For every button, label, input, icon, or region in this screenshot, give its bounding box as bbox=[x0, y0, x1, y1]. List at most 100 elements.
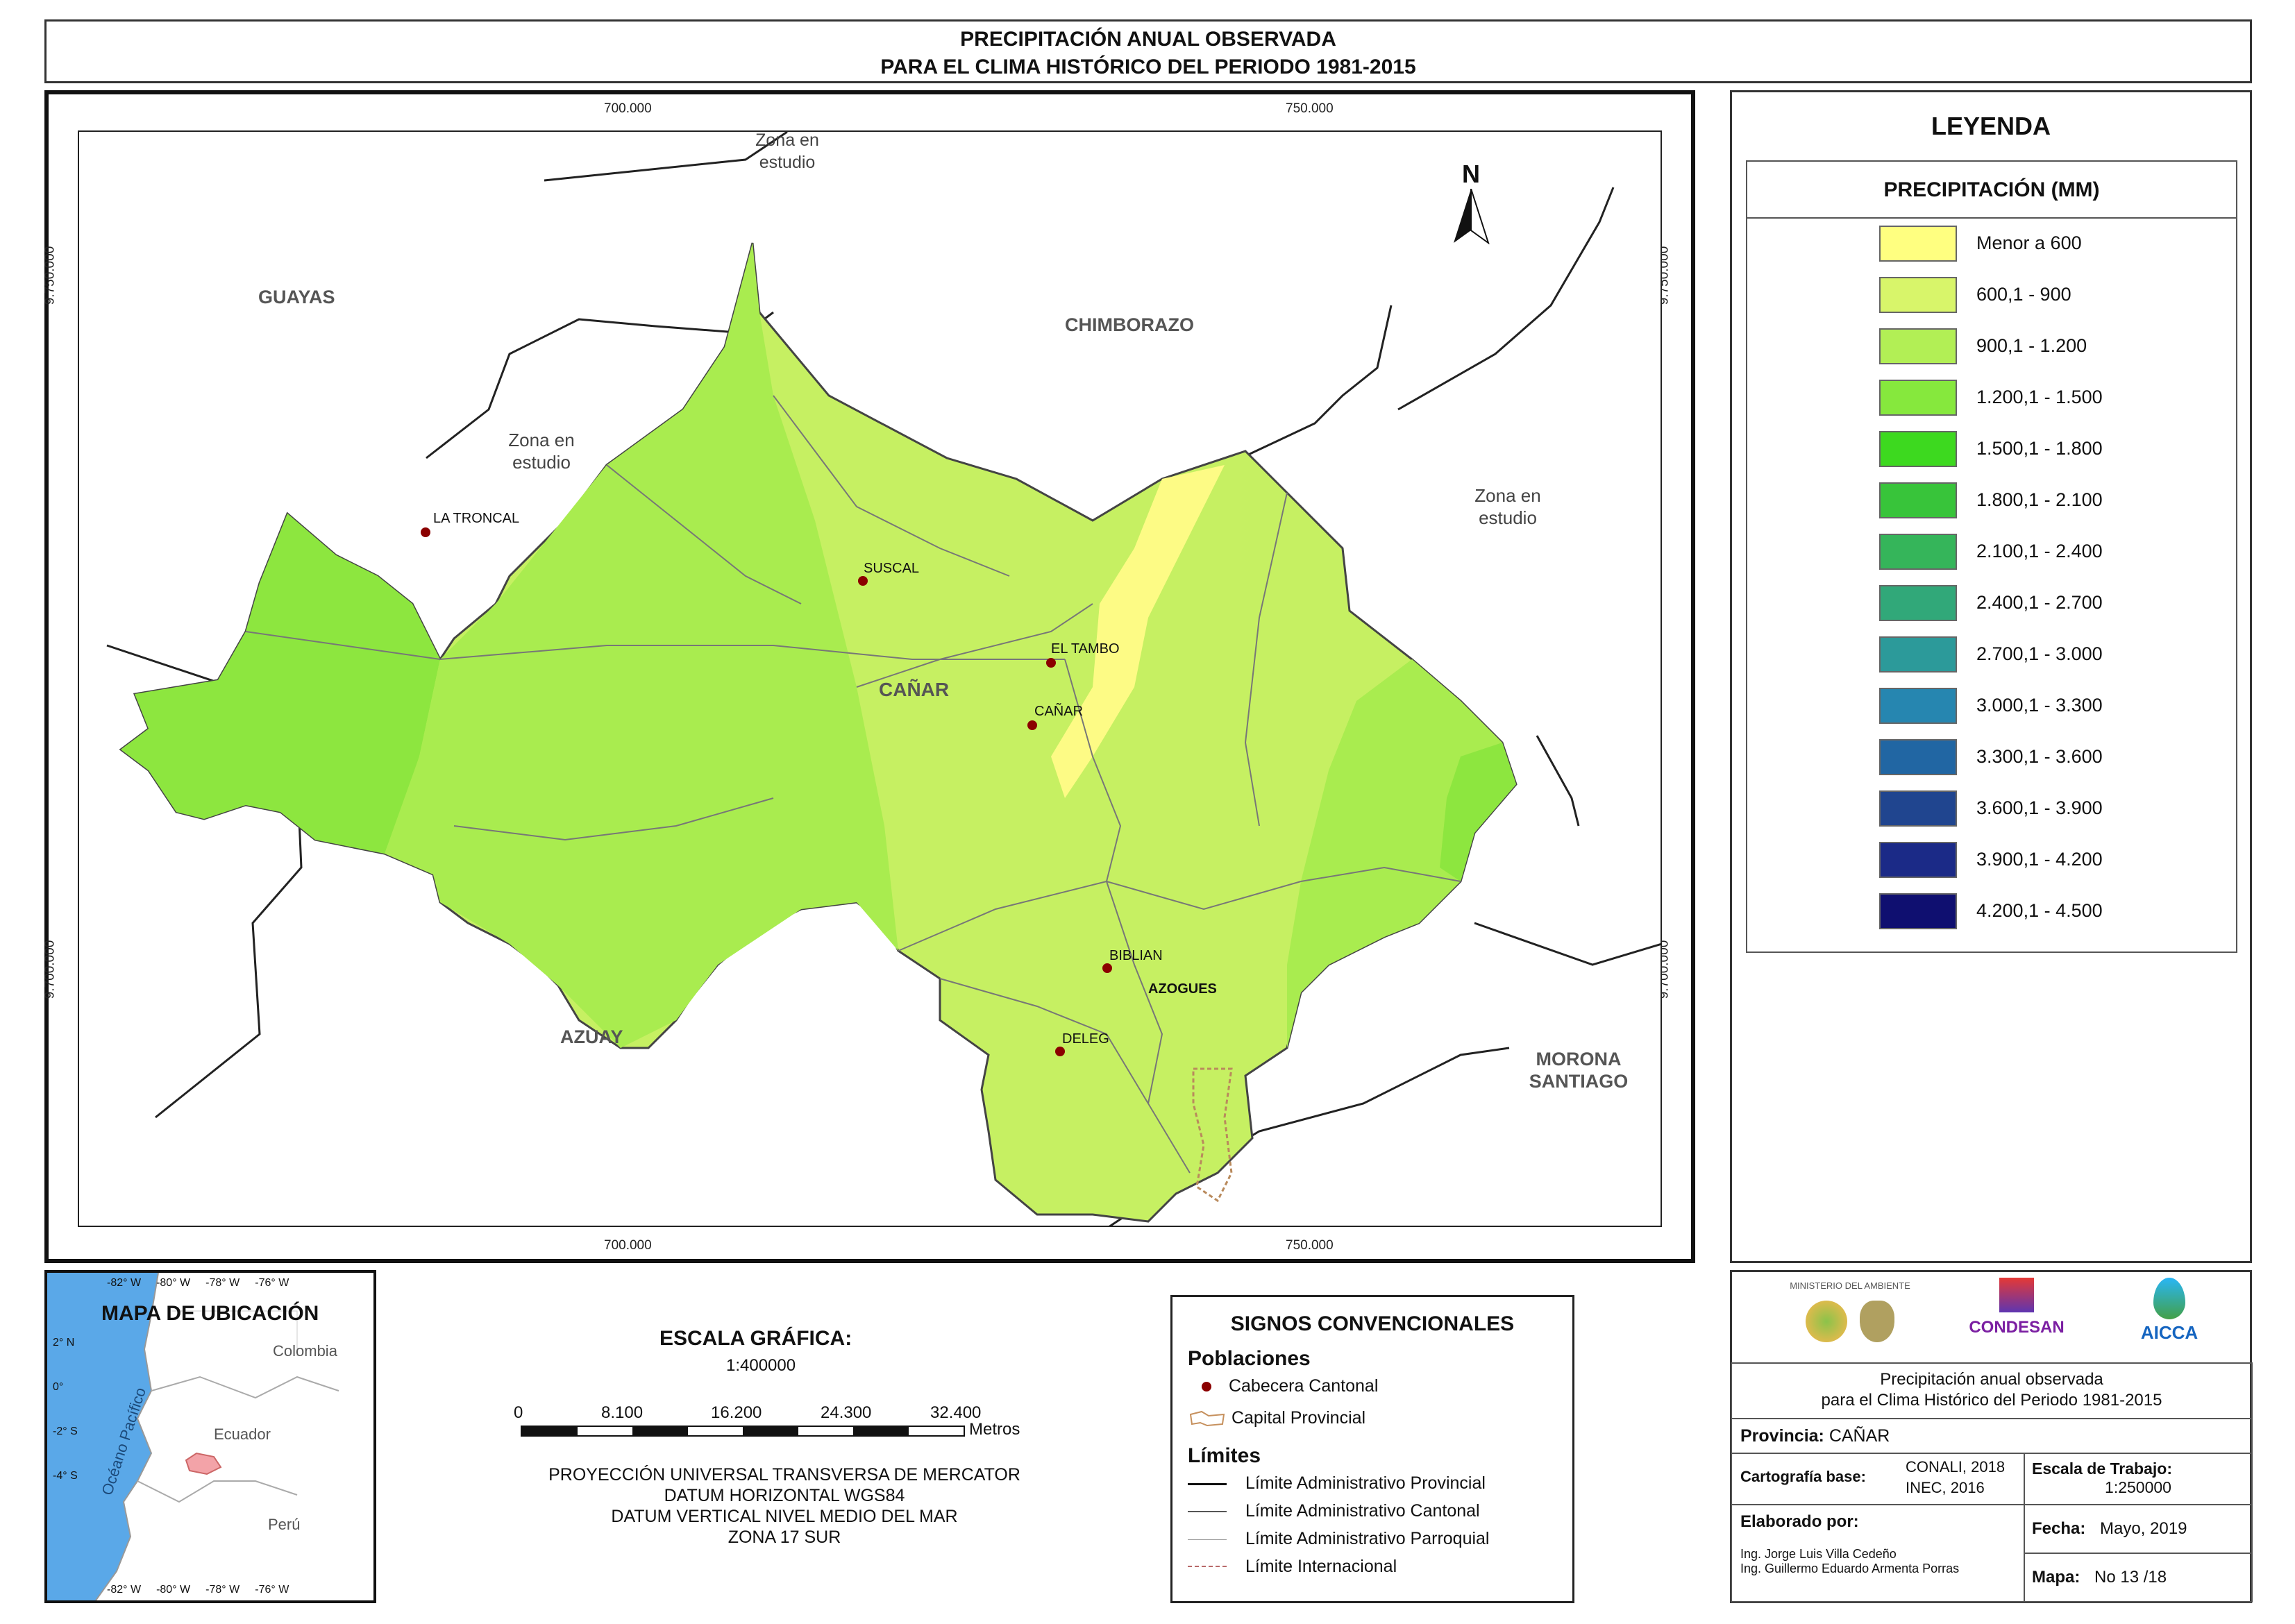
legend-swatch bbox=[1879, 739, 1957, 775]
provincia-value: CAÑAR bbox=[1829, 1426, 1890, 1446]
region-label-canar: CAÑAR bbox=[879, 679, 950, 700]
legend-item: 1.800,1 - 2.100 bbox=[1747, 480, 2236, 521]
cartografia-value-2: INEC, 2016 bbox=[1906, 1479, 1985, 1496]
sign-cabecera-label: Cabecera Cantonal bbox=[1228, 1376, 1379, 1396]
autor-1: Ing. Jorge Luis Villa Cedeño bbox=[1740, 1547, 1897, 1561]
parroquial-line-2 bbox=[606, 464, 802, 604]
province-map-svg bbox=[106, 132, 1661, 1226]
legend-item: 4.200,1 - 4.500 bbox=[1747, 890, 2236, 932]
scale-tick-0: 0 bbox=[514, 1403, 523, 1422]
town-label-biblian: BIBLIAN bbox=[1109, 948, 1163, 963]
parroquial-line-1 bbox=[773, 395, 1010, 577]
north-arrow: N bbox=[1447, 160, 1495, 245]
location-top-ticks: -82° W -80° W -78° W -76° W bbox=[107, 1277, 289, 1289]
fecha-value: Mayo, 2019 bbox=[2100, 1519, 2187, 1538]
town-label-azogues: AZOGUES bbox=[1148, 981, 1217, 997]
region-label-zona-top: Zona en estudio bbox=[755, 130, 819, 172]
boundary-line-east-2 bbox=[1536, 735, 1580, 827]
legend-swatch bbox=[1879, 431, 1957, 467]
location-map-title: MAPA DE UBICACIÓN bbox=[101, 1302, 319, 1325]
legend-swatch bbox=[1879, 328, 1957, 364]
escala-value: 1:250000 bbox=[2105, 1478, 2171, 1496]
north-arrow-icon bbox=[1454, 188, 1490, 245]
boundary-line-ne bbox=[1196, 305, 1393, 480]
legend-swatch bbox=[1879, 226, 1957, 262]
scale-tick-1: 8.100 bbox=[601, 1403, 644, 1422]
legend-label: 2.100,1 - 2.400 bbox=[1976, 541, 2103, 561]
legend-label: 900,1 - 1.200 bbox=[1976, 335, 2087, 356]
legend-item: 3.600,1 - 3.900 bbox=[1747, 788, 2236, 829]
signs-poblaciones-heading: Poblaciones bbox=[1188, 1347, 1311, 1370]
legend-label: 3.600,1 - 3.900 bbox=[1976, 797, 2103, 818]
location-lat-ticks: 2° N 0° -2° S -4° S bbox=[53, 1337, 78, 1482]
elaborado-label: Elaborado por: bbox=[1740, 1512, 1859, 1531]
parroquial-line-icon bbox=[1188, 1539, 1227, 1540]
location-map-svg bbox=[47, 1273, 373, 1600]
loc-bottom-tick-2: -80° W bbox=[156, 1584, 191, 1596]
legend-swatch bbox=[1879, 380, 1957, 416]
region-label-morona: MORONA SANTIAGO bbox=[1529, 1049, 1629, 1092]
logo-ministerio: MINISTERIO DEL AMBIENTE bbox=[1774, 1280, 1926, 1357]
parroquial-line-3 bbox=[1064, 659, 1122, 882]
capital-outline-icon bbox=[1189, 1411, 1225, 1427]
scale-panel: ESCALA GRÁFICA: 1:400000 0 8.100 16.200 … bbox=[486, 1298, 1083, 1589]
scale-tick-2: 16.200 bbox=[711, 1403, 762, 1422]
legend-subtitle: PRECIPITACIÓN (MM) bbox=[1747, 162, 2236, 219]
info-panel: MINISTERIO DEL AMBIENTE CONDESAN AICCA P… bbox=[1730, 1270, 2253, 1603]
loc-top-tick-3: -78° W bbox=[205, 1277, 240, 1289]
cantonal-line-4 bbox=[1106, 881, 1191, 1174]
zone-la-troncal bbox=[121, 514, 440, 854]
loc-top-tick-4: -76° W bbox=[255, 1277, 289, 1289]
border-ecuador-peru bbox=[137, 1480, 298, 1503]
mapa-label: Mapa: bbox=[2032, 1568, 2080, 1587]
parroquial-line-4 bbox=[1244, 492, 1288, 827]
loc-lat-tick-4: -4° S bbox=[53, 1470, 78, 1482]
zone-east-wet bbox=[1440, 743, 1516, 881]
location-map-frame: MAPA DE UBICACIÓN -82° W -80° W -78° W -… bbox=[44, 1270, 376, 1603]
legend-item: 1.500,1 - 1.800 bbox=[1747, 428, 2236, 470]
sign-cantonal-label: Límite Administrativo Cantonal bbox=[1245, 1501, 1480, 1521]
legend-label: 2.700,1 - 3.000 bbox=[1976, 643, 2103, 664]
escala-label: Escala de Trabajo: bbox=[2032, 1460, 2172, 1478]
scale-tick-3: 24.300 bbox=[821, 1403, 872, 1422]
region-label-guayas: GUAYAS bbox=[258, 287, 335, 307]
legend-label: 1.500,1 - 1.800 bbox=[1976, 438, 2103, 459]
scale-unit: Metros bbox=[969, 1420, 1020, 1439]
signs-title: SIGNOS CONVENCIONALES bbox=[1230, 1312, 1515, 1335]
legend-label: 600,1 - 900 bbox=[1976, 284, 2071, 305]
location-label-colombia: Colombia bbox=[273, 1342, 337, 1360]
projection-block: PROYECCIÓN UNIVERSAL TRANSVERSA DE MERCA… bbox=[486, 1464, 1083, 1548]
map-canvas: N GUAYAS CHIMBORAZO AZUAY MORONA SANTIAG… bbox=[78, 130, 1662, 1227]
azogues-outline bbox=[1192, 1067, 1233, 1203]
projection-line-3: DATUM VERTICAL NIVEL MEDIO DEL MAR bbox=[611, 1507, 958, 1526]
main-map-frame: 700.000 750.000 700.000 750.000 9.750.00… bbox=[42, 90, 1695, 1263]
loc-lat-tick-2: 0° bbox=[53, 1381, 64, 1393]
legend-swatch bbox=[1879, 790, 1957, 827]
signs-limites-heading: Límites bbox=[1188, 1444, 1261, 1467]
y-grid-label-left-2: 9.700.000 bbox=[42, 940, 58, 999]
location-label-peru: Perú bbox=[268, 1516, 301, 1533]
provincia-cell: Provincia: CAÑAR bbox=[1731, 1418, 2253, 1454]
sign-cantonal-row: Límite Administrativo Cantonal bbox=[1188, 1501, 1480, 1521]
town-label-la-troncal: LA TRONCAL bbox=[433, 511, 520, 526]
projection-line-4: ZONA 17 SUR bbox=[728, 1528, 841, 1547]
description-line-2: para el Clima Histórico del Periodo 1981… bbox=[1821, 1391, 2162, 1410]
water-drop-icon bbox=[2153, 1278, 2185, 1319]
legend-item: 2.400,1 - 2.700 bbox=[1747, 582, 2236, 624]
canar-location-marker bbox=[185, 1452, 222, 1475]
legend-item: 3.900,1 - 4.200 bbox=[1747, 839, 2236, 881]
mapa-cell: Mapa: No 13 /18 bbox=[2024, 1553, 2253, 1602]
town-dot-canar bbox=[1027, 720, 1037, 730]
x-grid-label-bottom-1: 700.000 bbox=[604, 1238, 652, 1253]
legend-item: Menor a 600 bbox=[1747, 223, 2236, 264]
loc-top-tick-1: -82° W bbox=[107, 1277, 142, 1289]
sign-parroquial-label: Límite Administrativo Parroquial bbox=[1245, 1529, 1490, 1548]
condesan-mark-icon bbox=[1999, 1278, 2034, 1312]
legend-swatch bbox=[1879, 636, 1957, 673]
legend-panel: LEYENDA PRECIPITACIÓN (MM) Menor a 600 60… bbox=[1730, 90, 2252, 1263]
legend-label: 4.200,1 - 4.500 bbox=[1976, 900, 2103, 921]
provincia-label: Provincia: bbox=[1740, 1426, 1824, 1446]
legend-swatch bbox=[1879, 688, 1957, 724]
region-label-chimborazo: CHIMBORAZO bbox=[1065, 314, 1194, 335]
x-grid-label-top-2: 750.000 bbox=[1286, 101, 1334, 116]
